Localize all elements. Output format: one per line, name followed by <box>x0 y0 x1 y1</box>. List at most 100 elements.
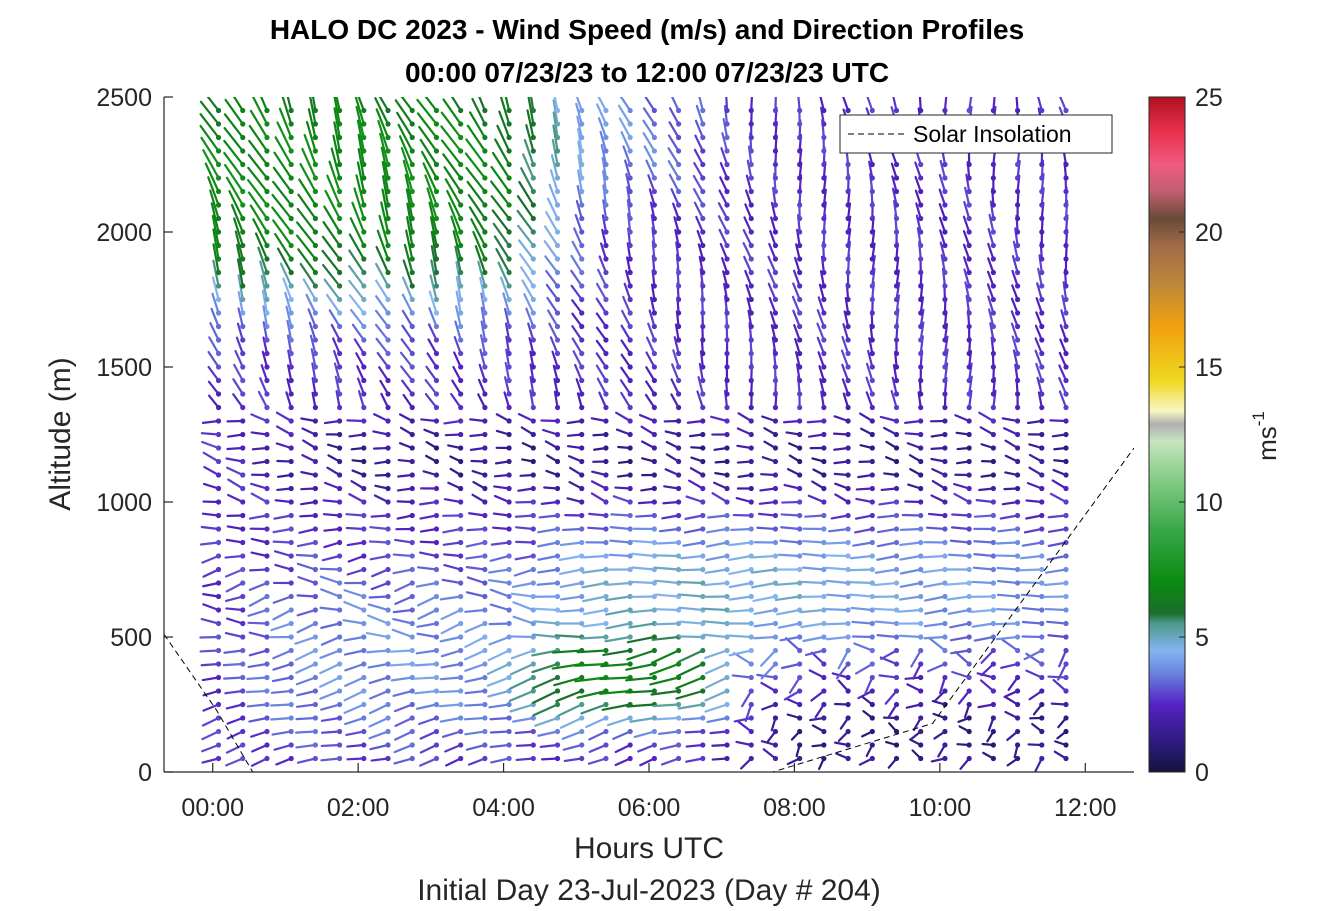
wind-vector <box>800 622 825 629</box>
wind-vector-head <box>603 242 609 249</box>
wind-vector <box>270 716 293 721</box>
wind-vector-head <box>530 107 536 114</box>
wind-vector-head <box>530 404 536 411</box>
wind-vector-head <box>506 134 512 141</box>
wind-vector-head <box>264 283 270 289</box>
wind-vector-head <box>458 269 464 276</box>
wind-vector-head <box>627 418 633 424</box>
wind-vector-head <box>288 742 294 748</box>
wind-vector <box>262 321 269 342</box>
wind-vector-head <box>603 256 609 262</box>
wind-vector <box>878 500 898 506</box>
wind-vector-head <box>918 188 924 195</box>
wind-vector-head <box>942 337 948 343</box>
wind-vector-head <box>1063 256 1069 262</box>
wind-vector-head <box>797 647 803 654</box>
wind-vector <box>978 411 995 423</box>
wind-vector <box>797 97 801 112</box>
wind-vector-head <box>772 593 779 600</box>
wind-vector <box>598 391 608 409</box>
wind-vector <box>531 676 559 690</box>
wind-vector-head <box>821 256 827 262</box>
wind-vector <box>696 390 704 409</box>
wind-vector <box>880 649 898 661</box>
wind-vector-head <box>264 161 270 168</box>
wind-vector <box>518 239 535 261</box>
wind-vector-head <box>797 742 803 748</box>
wind-vector-head <box>361 742 367 748</box>
wind-vector <box>348 264 365 288</box>
wind-vector <box>633 730 656 739</box>
wind-vector-head <box>724 121 730 127</box>
wind-vector <box>704 689 729 702</box>
wind-vector-head <box>337 121 343 127</box>
wind-vector-head <box>603 607 609 613</box>
wind-vector-head <box>215 674 222 681</box>
wind-vector-head <box>530 121 536 127</box>
wind-vector-head <box>506 553 512 559</box>
wind-vector <box>988 213 995 234</box>
wind-vector <box>489 588 511 598</box>
wind-vector <box>767 282 777 301</box>
wind-vector-head <box>990 755 996 762</box>
wind-vector-head <box>724 512 730 519</box>
wind-vector-head <box>700 499 706 505</box>
wind-vector-head <box>409 148 415 154</box>
wind-vector-head <box>458 728 464 735</box>
wind-vector <box>225 176 244 207</box>
wind-vector <box>455 275 462 301</box>
wind-vector <box>427 338 438 355</box>
wind-vector-head <box>288 377 294 384</box>
wind-vector <box>272 219 293 247</box>
wind-vector <box>464 662 486 672</box>
wind-vector <box>367 662 390 669</box>
wind-vector-head <box>893 256 900 262</box>
wind-vector-head <box>240 229 246 235</box>
wind-vector-head <box>893 499 900 505</box>
wind-vector-head <box>651 728 657 735</box>
wind-vector <box>671 363 680 382</box>
wind-vector <box>776 608 801 616</box>
wind-vector <box>551 350 559 369</box>
wind-vector-head <box>966 472 972 478</box>
wind-vector-head <box>918 364 924 370</box>
wind-vector <box>709 730 729 735</box>
wind-vector-head <box>458 121 464 127</box>
wind-vector-head <box>337 337 343 343</box>
wind-vector-head <box>240 431 246 438</box>
wind-vector-head <box>337 674 343 681</box>
wind-vector <box>250 482 269 490</box>
wind-vector <box>319 662 341 675</box>
wind-vector-head <box>530 499 536 505</box>
wind-vector-head <box>1063 580 1069 586</box>
wind-vector <box>201 743 220 753</box>
wind-vector <box>261 289 269 315</box>
wind-vector-head <box>579 310 585 316</box>
wind-vector <box>440 608 462 621</box>
wind-vector <box>274 136 293 166</box>
wind-vector-head <box>603 755 609 762</box>
wind-vector-head <box>990 485 996 492</box>
wind-vector <box>1034 349 1043 369</box>
wind-vector-head <box>990 256 996 262</box>
wind-vector <box>876 554 898 561</box>
wind-vector <box>260 274 269 301</box>
wind-vector <box>394 581 414 593</box>
wind-vector-head <box>433 620 440 627</box>
wind-vector <box>874 620 898 625</box>
wind-vector <box>602 170 608 193</box>
wind-vector-head <box>312 350 318 357</box>
wind-vector <box>588 743 608 753</box>
wind-vector-head <box>215 445 222 451</box>
wind-vector <box>297 193 317 220</box>
wind-vector <box>419 138 438 166</box>
wind-vector-head <box>361 188 367 195</box>
wind-vector-head <box>240 323 246 330</box>
wind-vector-head <box>772 377 779 384</box>
wind-vector-head <box>482 202 488 208</box>
wind-vector <box>326 293 341 315</box>
wind-vector <box>620 324 632 342</box>
wind-vector-head <box>627 256 633 262</box>
wind-vector-head <box>893 431 900 438</box>
wind-vector-head <box>409 256 415 262</box>
